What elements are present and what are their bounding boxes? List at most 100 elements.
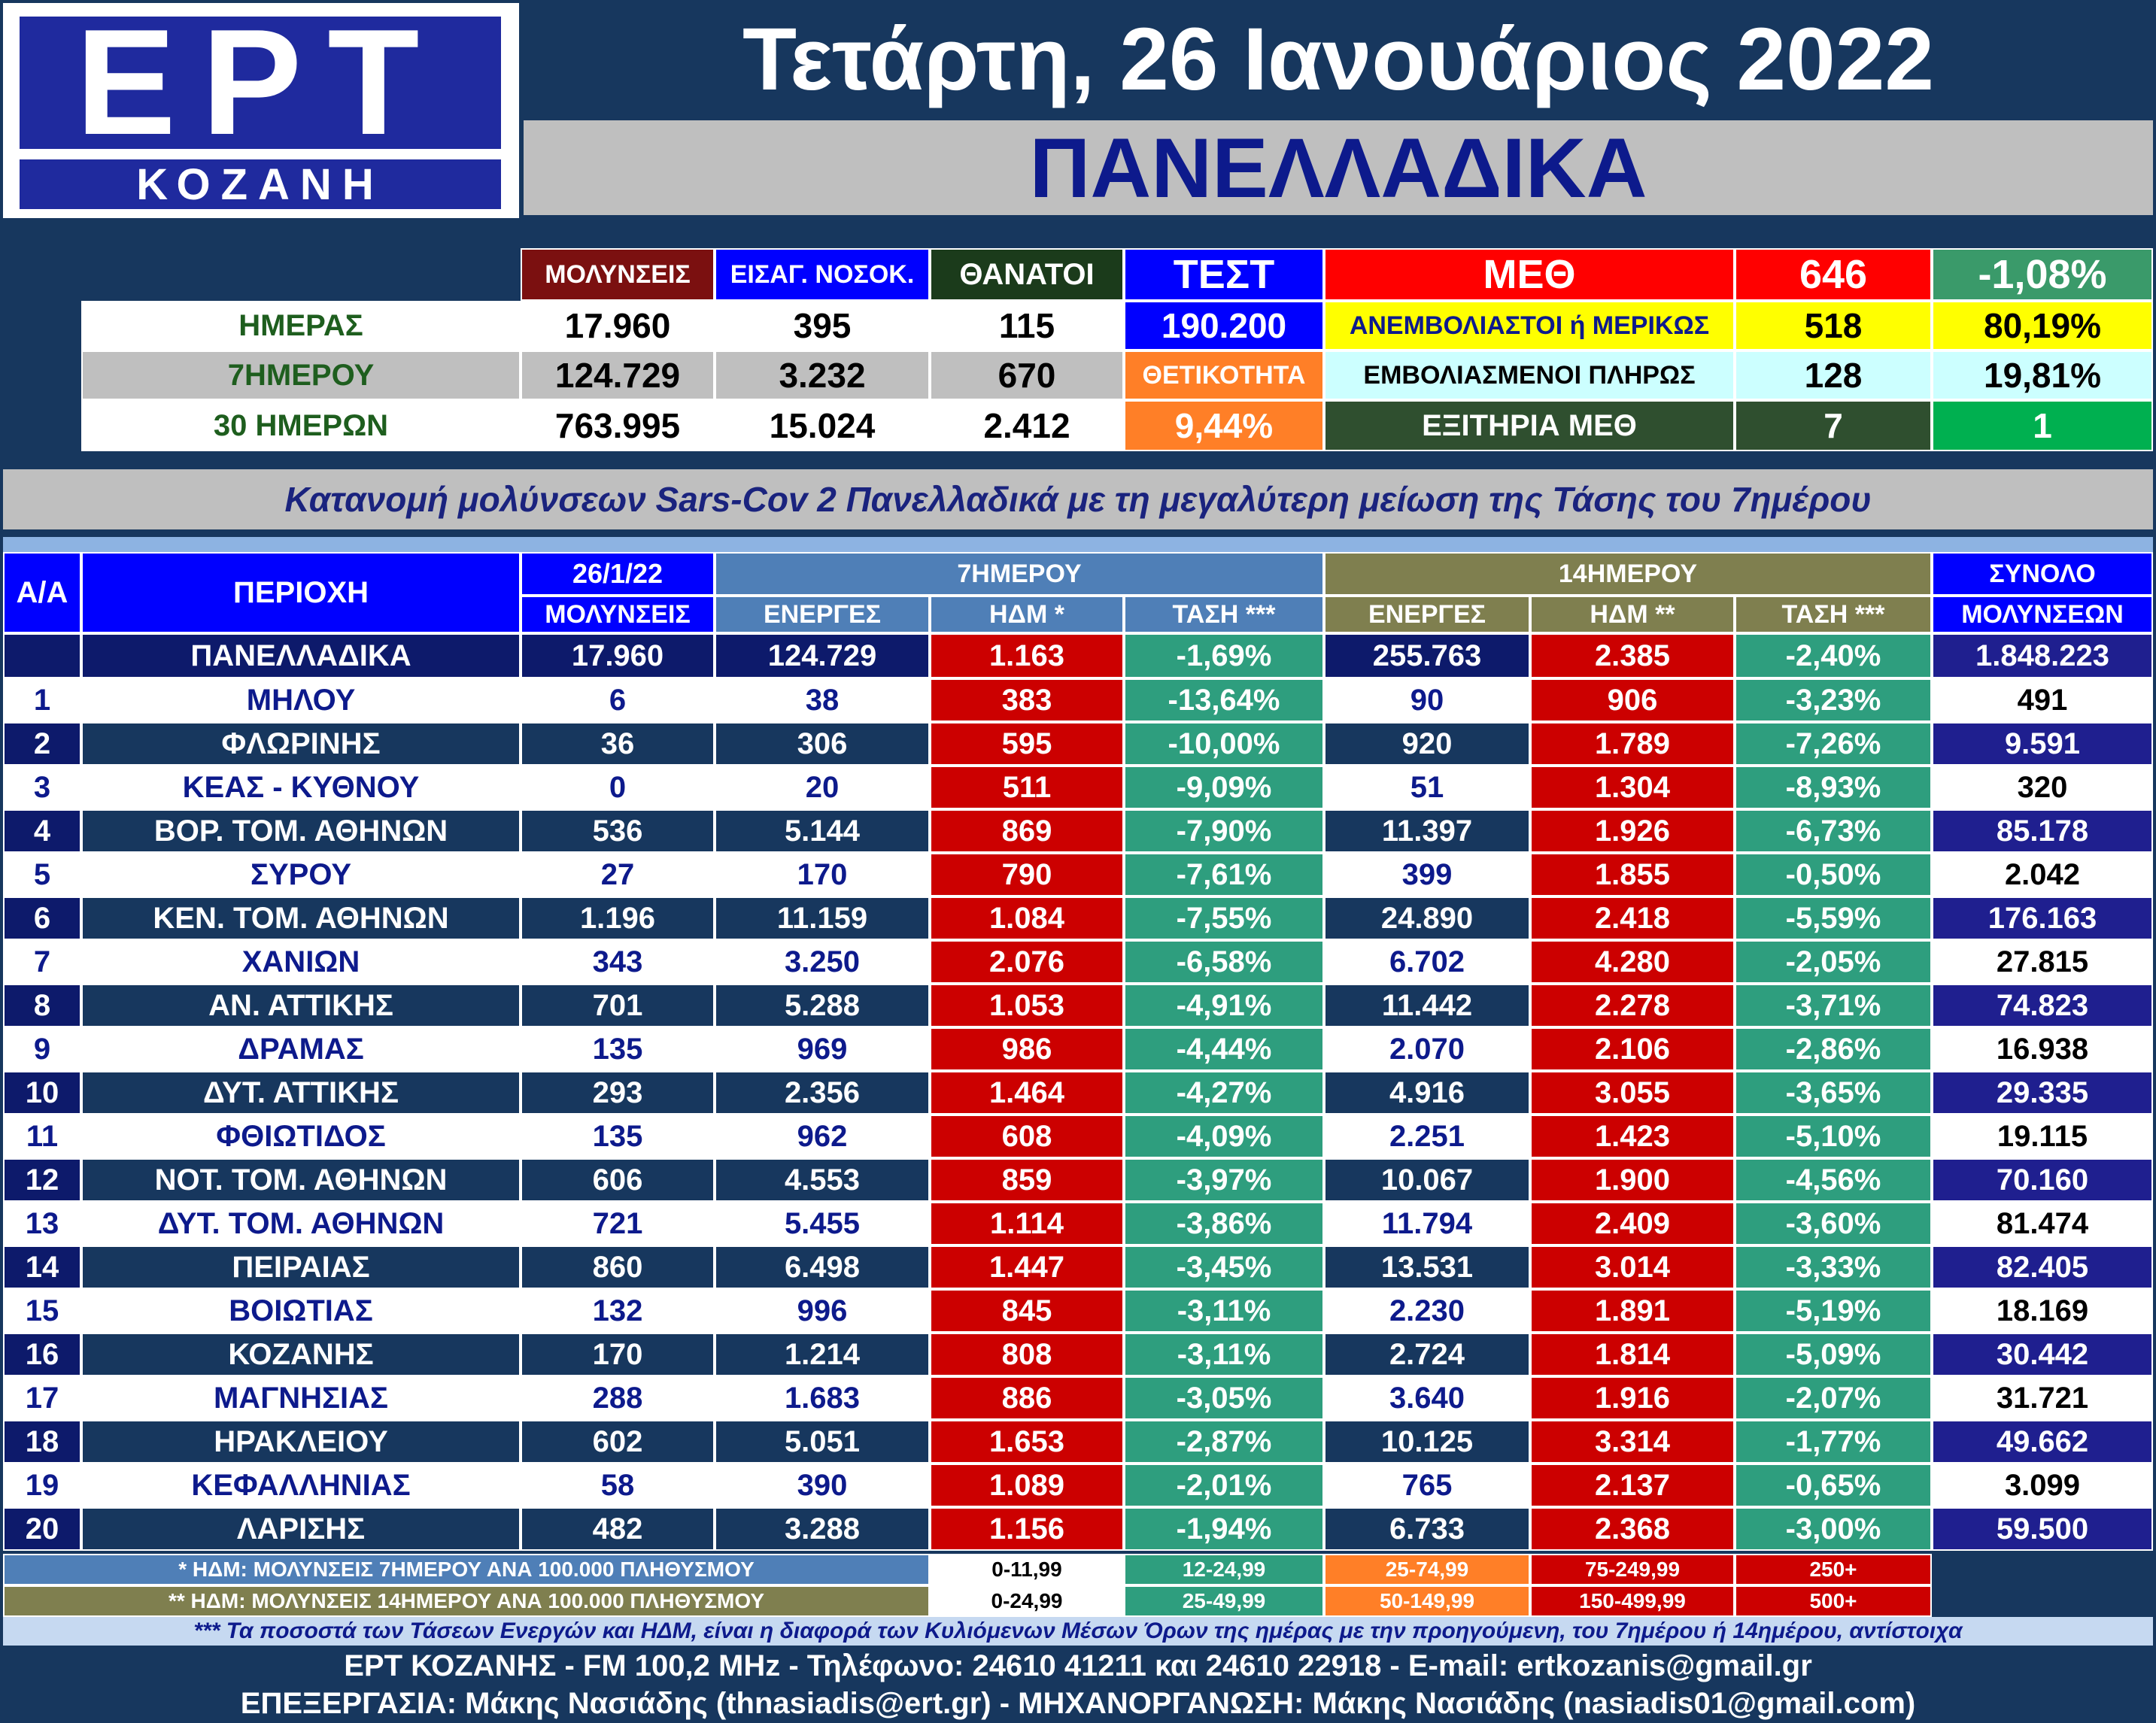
row-hdm14: 1.916 (1530, 1376, 1735, 1420)
icu-vaccinated-label: ΕΜΒΟΛΙΑΣΜΕΝΟΙ ΠΛΗΡΩΣ (1324, 350, 1735, 400)
summary-day-deaths: 115 (930, 301, 1124, 350)
row-aa: 19 (3, 1464, 81, 1507)
row-region: ΦΛΩΡΙΝΗΣ (81, 722, 521, 766)
row-active7: 5.288 (715, 984, 930, 1027)
row-active14: 11.442 (1324, 984, 1530, 1027)
row-trend7: -3,11% (1124, 1289, 1324, 1333)
row-region: ΒΟΡ. ΤΟΜ. ΑΘΗΝΩΝ (81, 809, 521, 853)
row-trend7: -3,86% (1124, 1202, 1324, 1245)
row-active14: 10.067 (1324, 1158, 1530, 1202)
row-hdm7: 511 (930, 766, 1124, 809)
row-today: 135 (521, 1027, 715, 1071)
row-today: 135 (521, 1115, 715, 1158)
row-active14: 3.640 (1324, 1376, 1530, 1420)
summary-month-hospital: 15.024 (715, 400, 930, 451)
row-today: 343 (521, 940, 715, 984)
row-hdm14: 1.423 (1530, 1115, 1735, 1158)
row-hdm14: 1.926 (1530, 809, 1735, 853)
row-active14: 2.724 (1324, 1333, 1530, 1376)
row-trend7: -2,87% (1124, 1420, 1324, 1464)
row-today: 6 (521, 678, 715, 722)
legend-hdm14-range: 50-149,99 (1324, 1585, 1530, 1617)
row-active7: 11.159 (715, 896, 930, 940)
row-hdm7: 2.076 (930, 940, 1124, 984)
row-trend7: -7,61% (1124, 853, 1324, 896)
row-active14: 24.890 (1324, 896, 1530, 940)
national-aa-cell (3, 633, 81, 678)
row-trend14: -3,00% (1735, 1507, 1932, 1551)
row-hdm14: 4.280 (1530, 940, 1735, 984)
row-total: 3.099 (1932, 1464, 2153, 1507)
icu-count: 646 (1735, 248, 1932, 301)
row-active7: 3.288 (715, 1507, 930, 1551)
row-region: ΛΑΡΙΣΗΣ (81, 1507, 521, 1551)
national-trend7: -1,69% (1124, 633, 1324, 678)
summary-row-label-month: 30 ΗΜΕΡΩΝ (81, 400, 521, 451)
footer-contact: ΕΡΤ ΚΟΖΑΝΗΣ - FM 100,2 MHz - Τηλέφωνο: 2… (344, 1649, 1812, 1682)
national-total: 1.848.223 (1932, 633, 2153, 678)
row-trend14: -3,71% (1735, 984, 1932, 1027)
row-aa: 13 (3, 1202, 81, 1245)
col-header-hdm14: ΗΔΜ ** (1530, 596, 1735, 633)
row-hdm14: 2.278 (1530, 984, 1735, 1027)
icu-discharged-label: ΕΞΙΤΗΡΙΑ ΜΕΘ (1324, 400, 1735, 451)
row-trend14: -2,86% (1735, 1027, 1932, 1071)
col-header-infections: ΜΟΛΥΝΣΕΙΣ (521, 596, 715, 633)
row-region: ΒΟΙΩΤΙΑΣ (81, 1289, 521, 1333)
row-trend14: -4,56% (1735, 1158, 1932, 1202)
row-trend14: -5,09% (1735, 1333, 1932, 1376)
row-hdm7: 808 (930, 1333, 1124, 1376)
row-active7: 1.683 (715, 1376, 930, 1420)
row-trend14: -1,77% (1735, 1420, 1932, 1464)
summary-positivity-value: 9,44% (1124, 400, 1324, 451)
summary-test-header: ΤΕΣΤ (1124, 248, 1324, 301)
col-header-total-1: ΣΥΝΟΛΟ (1932, 552, 2153, 596)
icu-discharged-extra: 1 (1932, 400, 2153, 451)
row-total: 18.169 (1932, 1289, 2153, 1333)
summary-day-infections: 17.960 (521, 301, 715, 350)
row-active7: 20 (715, 766, 930, 809)
legend-hdm14-range: 150-499,99 (1530, 1585, 1735, 1617)
row-total: 29.335 (1932, 1071, 2153, 1115)
row-aa: 7 (3, 940, 81, 984)
row-hdm7: 859 (930, 1158, 1124, 1202)
row-active7: 6.498 (715, 1245, 930, 1289)
row-hdm14: 3.014 (1530, 1245, 1735, 1289)
col-header-aa: Α/Α (3, 552, 81, 633)
row-active14: 4.916 (1324, 1071, 1530, 1115)
row-trend7: -3,05% (1124, 1376, 1324, 1420)
row-trend7: -9,09% (1124, 766, 1324, 809)
row-active14: 2.070 (1324, 1027, 1530, 1071)
row-hdm7: 1.464 (930, 1071, 1124, 1115)
row-today: 536 (521, 809, 715, 853)
row-active14: 765 (1324, 1464, 1530, 1507)
row-hdm7: 608 (930, 1115, 1124, 1158)
row-total: 31.721 (1932, 1376, 2153, 1420)
row-today: 132 (521, 1289, 715, 1333)
row-total: 74.823 (1932, 984, 2153, 1027)
row-active14: 90 (1324, 678, 1530, 722)
row-hdm7: 790 (930, 853, 1124, 896)
row-hdm14: 1.855 (1530, 853, 1735, 896)
row-trend14: -3,33% (1735, 1245, 1932, 1289)
summary-week-hospital: 3.232 (715, 350, 930, 400)
row-trend7: -4,09% (1124, 1115, 1324, 1158)
row-region: ΔΥΤ. ΑΤΤΙΚΗΣ (81, 1071, 521, 1115)
row-today: 606 (521, 1158, 715, 1202)
row-region: ΔΥΤ. ΤΟΜ. ΑΘΗΝΩΝ (81, 1202, 521, 1245)
row-total: 320 (1932, 766, 2153, 809)
row-today: 170 (521, 1333, 715, 1376)
row-active14: 11.794 (1324, 1202, 1530, 1245)
icu-unvaccinated-count: 518 (1735, 301, 1932, 350)
row-active7: 170 (715, 853, 930, 896)
row-region: ΦΘΙΩΤΙΔΟΣ (81, 1115, 521, 1158)
row-hdm7: 1.053 (930, 984, 1124, 1027)
icu-change: -1,08% (1932, 248, 2153, 301)
row-active14: 13.531 (1324, 1245, 1530, 1289)
row-hdm7: 845 (930, 1289, 1124, 1333)
page-scope-title: ΠΑΝΕΛΛΑΔΙΚΑ (524, 120, 2153, 215)
row-region: ΣΥΡΟΥ (81, 853, 521, 896)
row-aa: 16 (3, 1333, 81, 1376)
row-active14: 2.230 (1324, 1289, 1530, 1333)
row-total: 85.178 (1932, 809, 2153, 853)
